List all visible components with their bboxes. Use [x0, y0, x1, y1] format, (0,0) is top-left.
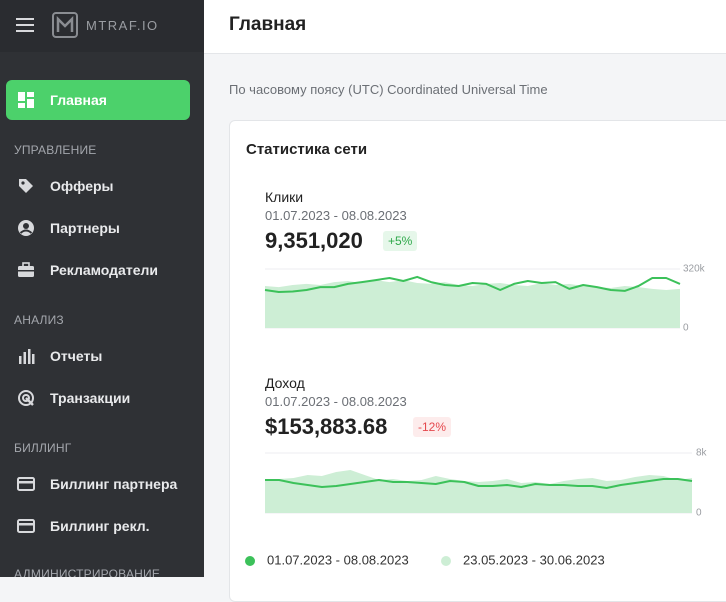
icon: [18, 220, 34, 236]
stat-change: +5%: [383, 231, 418, 251]
section-title: АНАЛИЗ: [14, 313, 64, 327]
y-tick-label: 8k: [696, 448, 708, 459]
area-series: [265, 470, 692, 513]
logo-icon: [52, 12, 78, 38]
timezone-note: По часовому поясу (UTC) Coordinated Univ…: [229, 82, 548, 97]
menu-label: Офферы: [50, 178, 114, 194]
y-tick-label: 0: [683, 323, 689, 334]
menu-label: Главная: [50, 92, 107, 108]
menu-button[interactable]: [16, 17, 36, 33]
section-title: АДМИНИСТРИРОВАНИЕ: [14, 567, 161, 577]
icon: [18, 390, 34, 406]
menu-item[interactable]: Биллинг партнера: [6, 464, 190, 504]
menu-item[interactable]: Отчеты: [6, 336, 190, 376]
sidebar-top: MTRAF.IO: [0, 0, 204, 52]
sidebar: MTRAF.IO Главная УПРАВЛЕНИЕ Офферы Партнер…: [0, 0, 204, 577]
menu-item[interactable]: Партнеры: [6, 208, 190, 248]
stat-period: 01.07.2023 - 08.08.2023: [265, 208, 407, 223]
card-title: Статистика сети: [246, 141, 368, 158]
icon: [19, 349, 35, 364]
header: Главная: [204, 0, 726, 54]
menu-item[interactable]: Биллинг рекл.: [6, 506, 190, 546]
legend-dot: [441, 556, 451, 566]
y-tick-label: 0: [696, 508, 702, 519]
icon: [18, 92, 34, 108]
legend-label: 23.05.2023 - 30.06.2023: [463, 552, 605, 567]
logo-text: MTRAF.IO: [86, 18, 159, 33]
page-title: Главная: [229, 14, 307, 35]
stat-value: 9,351,020: [265, 228, 363, 253]
menu-label: Биллинг рекл.: [50, 518, 150, 534]
section-title: УПРАВЛЕНИЕ: [14, 143, 97, 157]
charts: 0 320k 0 8k 01.07.2023 - 08.08.2023 23.05.202…: [245, 264, 708, 567]
menu-label: Партнеры: [50, 220, 120, 236]
line-series: [265, 478, 693, 489]
legend-dot: [245, 556, 255, 566]
menu-label: Рекламодатели: [50, 262, 158, 278]
menu-item[interactable]: Транзакции: [6, 378, 190, 418]
y-tick-label: 320k: [683, 264, 706, 275]
line-series: [264, 275, 681, 293]
stat-change: -12%: [413, 417, 452, 437]
legend-label: 01.07.2023 - 08.08.2023: [267, 552, 409, 567]
stat-label: Доход: [265, 375, 305, 391]
stat-value: $153,883.68: [265, 414, 388, 439]
icon: [18, 262, 34, 277]
stat-period: 01.07.2023 - 08.08.2023: [265, 394, 407, 409]
menu-item-active[interactable]: Главная: [6, 80, 190, 120]
section-title: БИЛЛИНГ: [14, 441, 72, 455]
menu-item[interactable]: Рекламодатели: [6, 250, 190, 290]
menu-item[interactable]: Офферы: [6, 166, 190, 206]
menu-label: Биллинг партнера: [50, 476, 178, 492]
area-series: [265, 280, 680, 328]
icon: [17, 519, 35, 533]
stat-label: Клики: [265, 189, 304, 205]
menu-label: Отчеты: [50, 348, 103, 364]
icon: [17, 477, 35, 491]
icon: [19, 179, 33, 193]
menu-label: Транзакции: [50, 390, 131, 406]
stats-card: Статистика сети: [229, 120, 726, 602]
